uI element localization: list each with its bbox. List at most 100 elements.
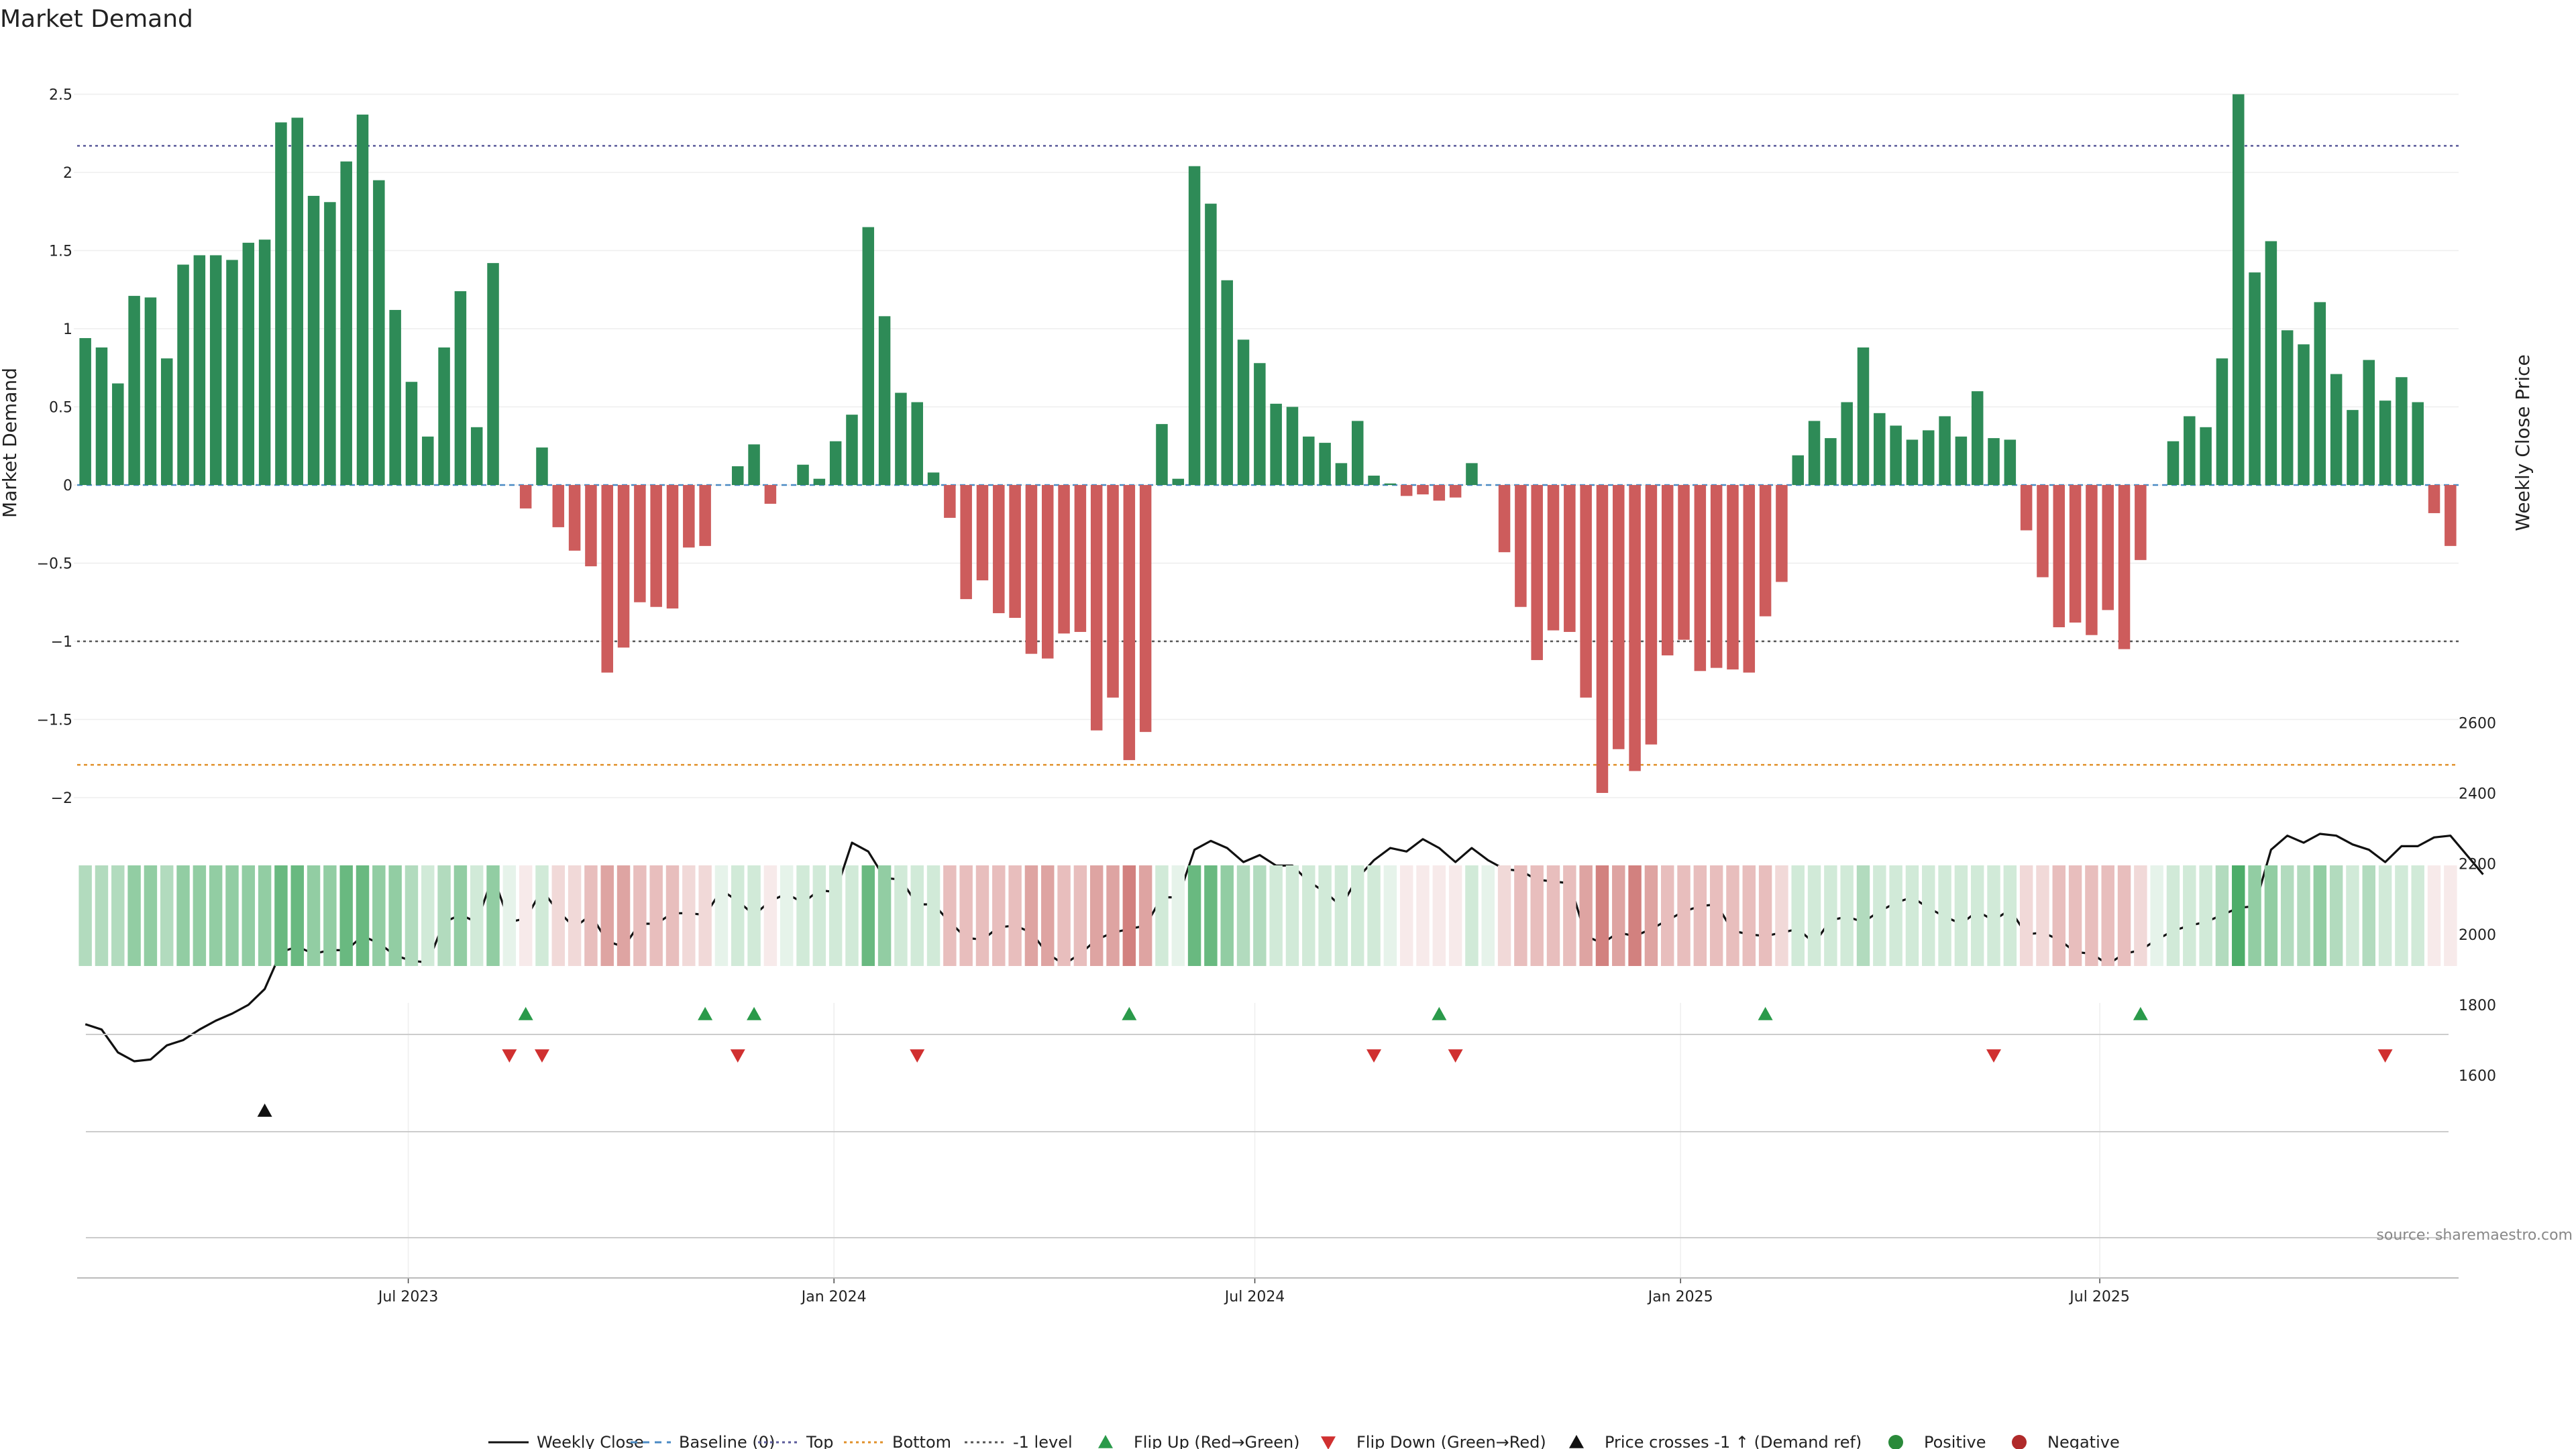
strip-cell xyxy=(519,865,533,966)
demand-bar xyxy=(1270,403,1282,485)
demand-bar xyxy=(585,485,597,567)
strip-cell xyxy=(828,865,843,966)
strip-cell xyxy=(1546,865,1560,966)
demand-bar xyxy=(340,161,352,485)
demand-bar xyxy=(1792,455,1804,485)
chart-title: Market Demand xyxy=(0,5,193,33)
demand-bar xyxy=(1303,436,1315,485)
legend-swatch xyxy=(1888,1435,1903,1449)
strip-cell xyxy=(2019,865,2033,966)
demand-bars xyxy=(79,94,2457,794)
demand-bar xyxy=(1498,485,1511,553)
demand-bar xyxy=(2053,485,2065,628)
strip-cell xyxy=(2166,865,2180,966)
demand-bar xyxy=(2314,302,2326,485)
strip-cell xyxy=(1987,865,2000,966)
y-tick-label: 2.5 xyxy=(49,87,72,104)
y2-axis-label: Weekly Close Price xyxy=(2512,354,2534,531)
demand-bar xyxy=(2363,360,2375,485)
demand-bar xyxy=(193,255,206,485)
strip-cell xyxy=(323,865,337,966)
strip-cell xyxy=(1187,865,1201,966)
strip-cell xyxy=(714,865,729,966)
demand-bar xyxy=(1710,485,1723,668)
strip-cell xyxy=(1399,865,1413,966)
strip-cell xyxy=(1644,865,1658,966)
reference-lines xyxy=(77,145,2459,766)
strip-cell xyxy=(535,865,549,966)
demand-bar xyxy=(878,316,891,485)
demand-bar xyxy=(2232,94,2245,485)
demand-bar xyxy=(797,464,809,485)
strip-cell xyxy=(2444,865,2457,966)
strip-cell xyxy=(1155,865,1169,966)
strip-cell xyxy=(486,865,500,966)
strip-cell xyxy=(176,865,190,966)
strip-cell xyxy=(1171,865,1185,966)
y-tick-label: 1.5 xyxy=(49,244,72,260)
legend-label: Negative xyxy=(2047,1433,2120,1449)
strip-cell xyxy=(1856,865,1870,966)
strip-cell xyxy=(1660,865,1674,966)
strip-cell xyxy=(421,865,435,966)
strip-cell xyxy=(1481,865,1495,966)
legend-swatch xyxy=(2012,1435,2027,1449)
strip-cell xyxy=(144,865,158,966)
demand-bar xyxy=(2298,344,2310,485)
strip-cell xyxy=(1775,865,1788,966)
strip-cell xyxy=(470,865,484,966)
strip-cell xyxy=(339,865,353,966)
demand-bar xyxy=(1335,463,1348,485)
y-tick-label: 0 xyxy=(63,478,72,494)
demand-bar xyxy=(1988,438,2000,485)
legend-label: -1 level xyxy=(1013,1433,1073,1449)
strip-cell xyxy=(1905,865,1919,966)
demand-bar xyxy=(2412,402,2424,485)
strip-cell xyxy=(193,865,207,966)
legend-swatch xyxy=(1569,1435,1584,1448)
demand-bar xyxy=(1205,203,1217,485)
y-tick-label: −1.5 xyxy=(37,712,72,729)
weekly-close-line xyxy=(85,833,2484,1063)
demand-bar xyxy=(1547,485,1560,631)
demand-bar xyxy=(1857,347,1870,485)
demand-bar xyxy=(683,485,695,548)
legend-label: Bottom xyxy=(892,1433,951,1449)
demand-bar xyxy=(764,485,777,504)
demand-bar xyxy=(422,436,434,485)
demand-bar xyxy=(2330,374,2343,485)
strip-cell xyxy=(1334,865,1348,966)
demand-bar xyxy=(976,485,989,581)
flip-up-marker xyxy=(1758,1007,1773,1020)
y-tick-label: −2 xyxy=(51,790,72,807)
demand-bar xyxy=(699,485,711,546)
strip-cell xyxy=(2199,865,2212,966)
flip-down-marker xyxy=(730,1049,745,1063)
strip-cell xyxy=(894,865,908,966)
demand-bar xyxy=(895,392,907,485)
demand-bar xyxy=(258,239,271,485)
demand-bar xyxy=(748,444,760,485)
strip-cell xyxy=(1008,865,1022,966)
strip-cell xyxy=(1824,865,1837,966)
flip-down-marker xyxy=(1448,1049,1463,1063)
strip-cell xyxy=(127,865,141,966)
demand-bar xyxy=(209,255,222,485)
strip-cell xyxy=(2248,865,2261,966)
flip-down-marker xyxy=(502,1049,517,1063)
strip-cell xyxy=(2117,865,2131,966)
demand-bar xyxy=(242,242,255,485)
legend-label: Top xyxy=(806,1433,834,1449)
demand-bar xyxy=(1368,476,1380,485)
strip-cell xyxy=(2183,865,2196,966)
strip-cell xyxy=(1840,865,1854,966)
strip-cell xyxy=(1089,865,1104,966)
demand-bar xyxy=(373,180,385,485)
strip-cell xyxy=(2313,865,2327,966)
strip-cell xyxy=(2378,865,2392,966)
strip-cell xyxy=(1938,865,1951,966)
demand-bar xyxy=(1254,363,1266,485)
strip-cell xyxy=(1709,865,1723,966)
demand-bar xyxy=(1090,485,1103,731)
demand-bar xyxy=(1596,485,1609,794)
